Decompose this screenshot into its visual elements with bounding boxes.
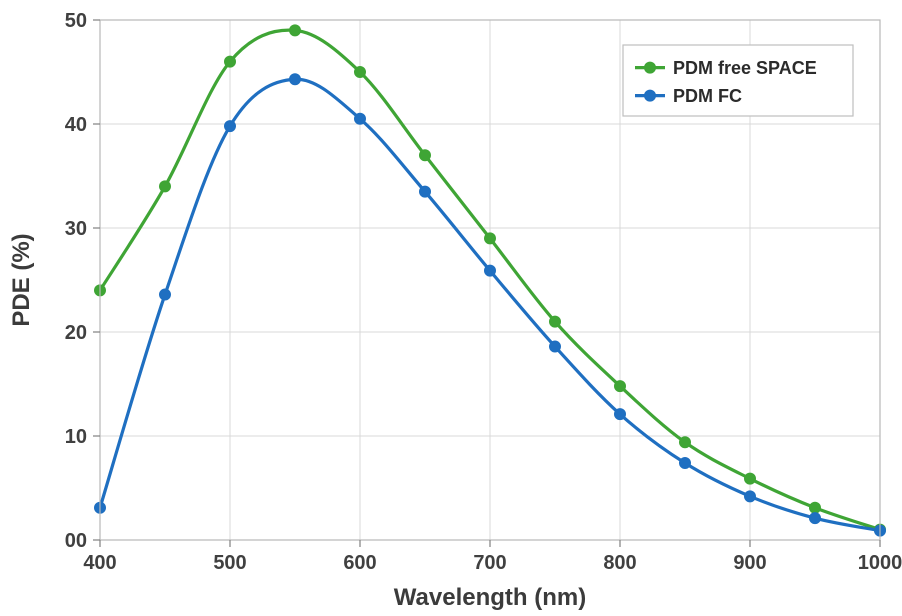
y-tick-label: 10 bbox=[65, 426, 87, 448]
y-tick-label: 30 bbox=[65, 218, 87, 240]
series-marker bbox=[485, 265, 496, 276]
series-marker bbox=[160, 289, 171, 300]
series-marker bbox=[290, 25, 301, 36]
series-marker bbox=[550, 341, 561, 352]
series-marker bbox=[420, 150, 431, 161]
legend-swatch-marker bbox=[645, 62, 656, 73]
series-marker bbox=[680, 458, 691, 469]
x-axis-label: Wavelength (nm) bbox=[394, 584, 586, 611]
series-marker bbox=[160, 181, 171, 192]
chart-svg: 400 500 600 700 800 900 1000 00 10 20 30 40 50 Wavele… bbox=[0, 0, 902, 616]
x-tick-label: 500 bbox=[213, 552, 246, 574]
series-marker bbox=[355, 113, 366, 124]
series-marker bbox=[680, 437, 691, 448]
y-axis-label: PDE (%) bbox=[8, 233, 35, 326]
series-marker bbox=[225, 121, 236, 132]
legend-label: PDM free SPACE bbox=[673, 58, 817, 78]
x-tick-label: 600 bbox=[343, 552, 376, 574]
y-tick-label: 00 bbox=[65, 530, 87, 552]
y-tick-label: 40 bbox=[65, 114, 87, 136]
y-tick-label: 20 bbox=[65, 322, 87, 344]
series-marker bbox=[745, 473, 756, 484]
legend-label: PDM FC bbox=[673, 86, 742, 106]
series-marker bbox=[485, 233, 496, 244]
series-marker bbox=[615, 409, 626, 420]
x-tick-label: 900 bbox=[733, 552, 766, 574]
x-tick-label: 400 bbox=[83, 552, 116, 574]
legend-swatch-marker bbox=[645, 90, 656, 101]
series-marker bbox=[745, 491, 756, 502]
x-tick-label: 700 bbox=[473, 552, 506, 574]
series-marker bbox=[615, 381, 626, 392]
series-marker bbox=[420, 186, 431, 197]
pde-line-chart: 400 500 600 700 800 900 1000 00 10 20 30 40 50 Wavele… bbox=[0, 0, 902, 616]
series-marker bbox=[810, 513, 821, 524]
series-marker bbox=[290, 74, 301, 85]
x-tick-label: 1000 bbox=[858, 552, 902, 574]
y-tick-label: 50 bbox=[65, 10, 87, 32]
x-tick-label: 800 bbox=[603, 552, 636, 574]
series-marker bbox=[810, 502, 821, 513]
series-marker bbox=[550, 316, 561, 327]
series-marker bbox=[225, 56, 236, 67]
series-marker bbox=[355, 67, 366, 78]
